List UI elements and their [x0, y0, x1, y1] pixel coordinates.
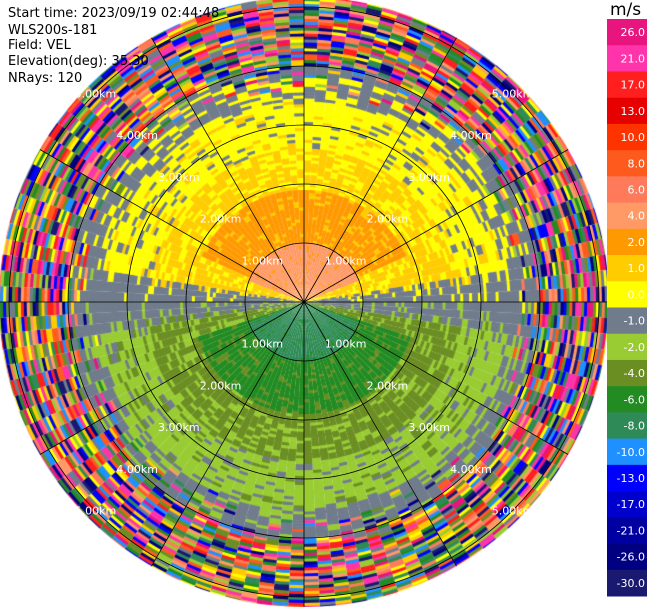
- instrument-label: WLS200s-181: [8, 23, 98, 38]
- field-label: Field: VEL: [8, 38, 71, 53]
- azimuth-spoke-150: [303, 301, 457, 567]
- range-label-4km: 4.00km: [450, 129, 492, 142]
- range-label-4km: 4.00km: [116, 129, 158, 142]
- azimuth-spoke-210: [151, 301, 305, 567]
- range-label-2km: 2.00km: [200, 379, 242, 392]
- azimuth-spoke-120: [303, 301, 569, 455]
- range-label-1km: 1.00km: [325, 254, 367, 267]
- range-label-5km: 5.00km: [75, 505, 117, 518]
- range-label-1km: 1.00km: [241, 338, 283, 351]
- range-label-3km: 3.00km: [408, 171, 450, 184]
- range-label-1km: 1.00km: [325, 338, 367, 351]
- range-label-3km: 3.00km: [158, 421, 200, 434]
- range-label-2km: 2.00km: [367, 213, 409, 226]
- range-label-2km: 2.00km: [200, 213, 242, 226]
- azimuth-spoke-60: [303, 149, 569, 303]
- colorbar-unit: m/s: [610, 0, 642, 20]
- range-label-4km: 4.00km: [450, 463, 492, 476]
- azimuth-spoke-300: [39, 149, 305, 303]
- range-label-5km: 5.00km: [492, 87, 534, 100]
- range-label-5km: 5.00km: [492, 505, 534, 518]
- range-label-2km: 2.00km: [367, 379, 409, 392]
- azimuth-spoke-240: [39, 301, 305, 455]
- azimuth-spoke-30: [303, 37, 457, 303]
- range-label-5km: 5.00km: [75, 87, 117, 100]
- range-label-1km: 1.00km: [241, 254, 283, 267]
- range-label-3km: 3.00km: [158, 171, 200, 184]
- start-time-label: Start time: 2023/09/19 02:44:48: [8, 6, 220, 21]
- azimuth-spoke-330: [151, 37, 305, 303]
- range-label-3km: 3.00km: [408, 421, 450, 434]
- elevation-label: Elevation(deg): 35.30: [8, 54, 149, 69]
- nrays-label: NRays: 120: [8, 71, 83, 86]
- range-label-4km: 4.00km: [116, 463, 158, 476]
